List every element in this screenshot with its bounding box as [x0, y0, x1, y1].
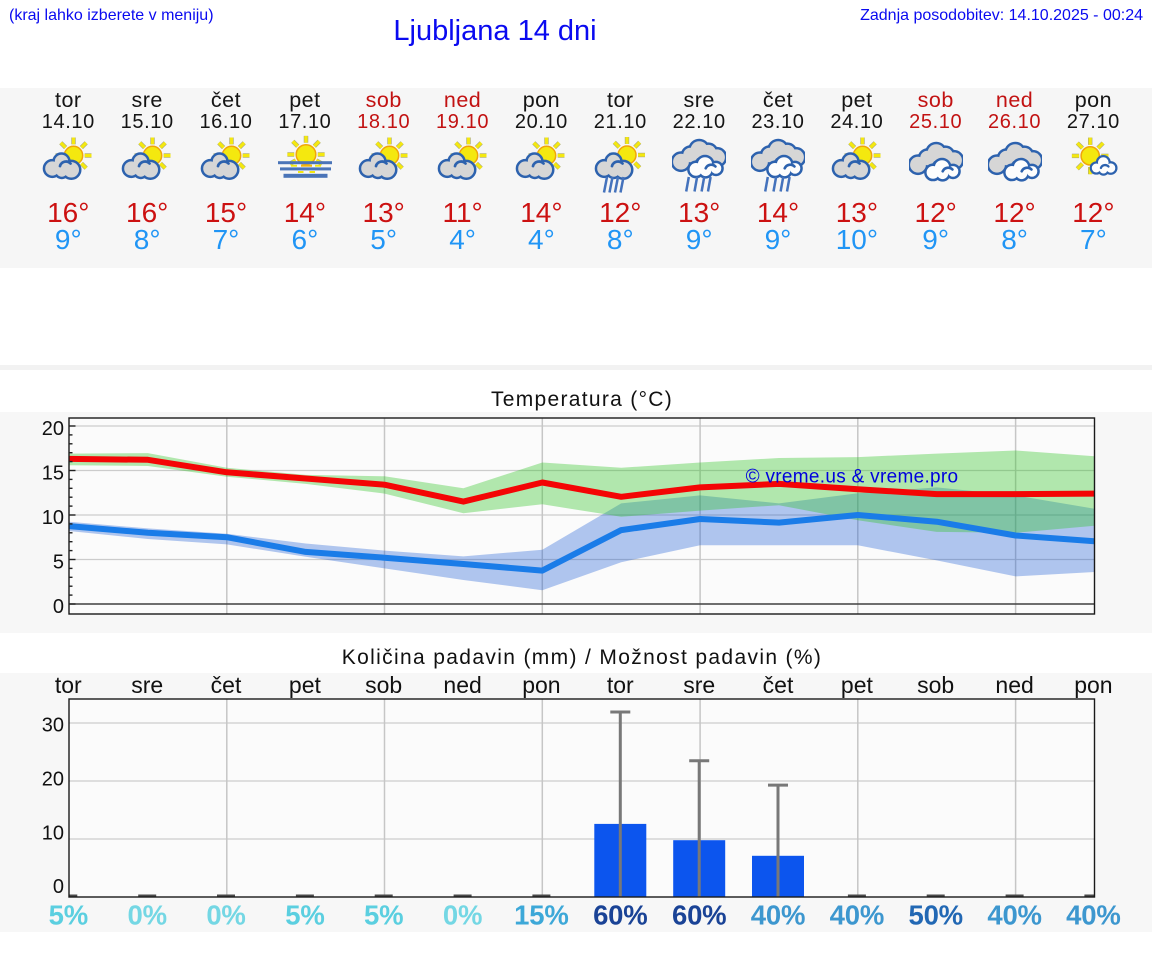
svg-text:pet: pet: [289, 672, 322, 698]
svg-text:15%: 15%: [514, 900, 568, 931]
svg-text:10: 10: [42, 507, 64, 529]
svg-text:0: 0: [53, 596, 64, 618]
svg-text:5: 5: [53, 552, 64, 574]
svg-text:0: 0: [53, 876, 64, 898]
svg-text:20: 20: [42, 769, 64, 791]
svg-text:Temperatura (°C): Temperatura (°C): [491, 388, 673, 411]
svg-text:© vreme.us & vreme.pro: © vreme.us & vreme.pro: [746, 467, 959, 488]
svg-text:5%: 5%: [285, 900, 324, 931]
svg-text:15: 15: [42, 463, 64, 485]
svg-text:tor: tor: [55, 672, 82, 698]
svg-text:pon: pon: [522, 672, 560, 698]
svg-text:30: 30: [42, 715, 64, 737]
svg-text:0%: 0%: [443, 900, 482, 931]
svg-text:0%: 0%: [206, 900, 245, 931]
svg-text:10: 10: [42, 823, 64, 845]
svg-text:40%: 40%: [830, 900, 884, 931]
svg-text:60%: 60%: [672, 900, 726, 931]
svg-text:50%: 50%: [908, 900, 962, 931]
svg-text:40%: 40%: [751, 900, 805, 931]
svg-text:40%: 40%: [1066, 900, 1120, 931]
svg-text:60%: 60%: [593, 900, 647, 931]
svg-text:Količina padavin (mm) / Možnos: Količina padavin (mm) / Možnost padavin …: [342, 646, 823, 669]
svg-text:5%: 5%: [364, 900, 403, 931]
svg-text:sob: sob: [365, 672, 402, 698]
svg-text:20: 20: [42, 418, 64, 440]
svg-text:sre: sre: [131, 672, 163, 698]
svg-text:sob: sob: [917, 672, 954, 698]
svg-text:5%: 5%: [49, 900, 88, 931]
svg-text:ned: ned: [443, 672, 481, 698]
svg-text:0%: 0%: [128, 900, 167, 931]
svg-text:40%: 40%: [987, 900, 1041, 931]
svg-text:pet: pet: [841, 672, 874, 698]
svg-text:pon: pon: [1074, 672, 1112, 698]
svg-text:čet: čet: [211, 672, 242, 698]
svg-text:ned: ned: [995, 672, 1033, 698]
svg-text:sre: sre: [683, 672, 715, 698]
svg-text:čet: čet: [763, 672, 794, 698]
svg-text:tor: tor: [607, 672, 634, 698]
